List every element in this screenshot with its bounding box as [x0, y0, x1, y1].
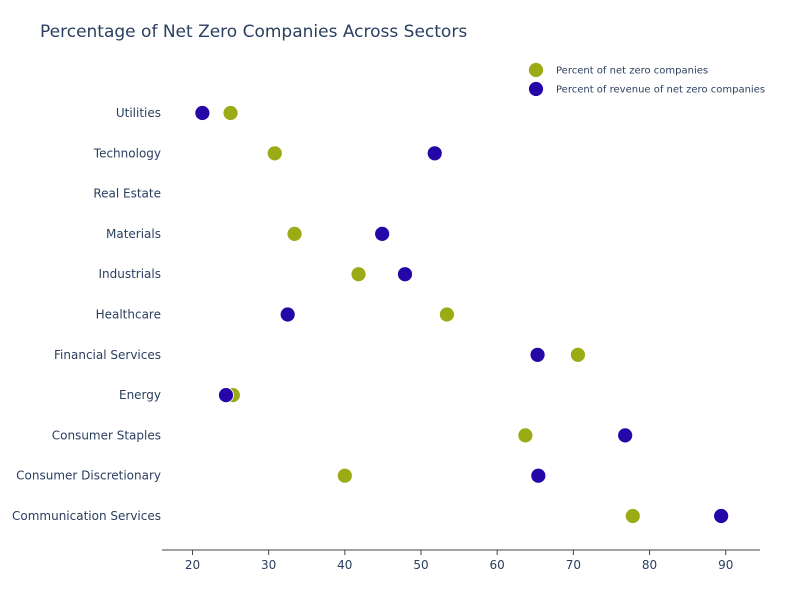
x-tick-label: 20	[185, 558, 200, 572]
legend: Percent of net zero companies Percent of …	[528, 62, 765, 97]
y-tick-label: Consumer Staples	[52, 428, 161, 442]
series-1-marker	[266, 145, 283, 162]
series-2-marker	[279, 306, 296, 323]
series-2-marker	[397, 266, 413, 283]
x-tick-label: 90	[718, 558, 733, 572]
legend-label: Percent of net zero companies	[556, 66, 708, 77]
x-axis: 20 30 40 50 60 70 80 90	[162, 549, 760, 572]
series-2-marker	[218, 387, 234, 404]
series-2-marker	[529, 346, 546, 363]
series-1-marker	[286, 225, 303, 242]
y-tick-label: Real Estate	[93, 187, 161, 201]
series-1-marker	[517, 427, 534, 444]
y-tick-label: Communication Services	[12, 509, 161, 523]
x-tick-label: 80	[642, 558, 657, 572]
x-tick-label: 40	[337, 558, 352, 572]
series-2-marker	[530, 467, 547, 484]
legend-label: Percent of revenue of net zero companies	[556, 85, 765, 96]
y-tick-label: Energy	[119, 388, 161, 402]
y-tick-label: Industrials	[98, 267, 161, 281]
series-1-marker	[222, 105, 239, 121]
series-1-marker	[570, 346, 586, 363]
y-tick-label: Healthcare	[96, 308, 161, 322]
legend-marker	[528, 81, 544, 97]
y-tick-label: Consumer Discretionary	[16, 469, 161, 483]
y-axis-labels: Utilities Technology Real Estate Materials I…	[12, 106, 161, 523]
x-tick-label: 70	[566, 558, 581, 572]
series-2-marker	[713, 508, 730, 524]
series-1-marker	[336, 467, 353, 484]
x-tick-label: 30	[261, 558, 276, 572]
plot-markers	[194, 105, 730, 524]
series-2-marker	[194, 105, 211, 121]
series-2-marker	[374, 225, 391, 242]
legend-marker	[528, 62, 544, 78]
series-1-marker	[624, 508, 641, 524]
series-1-marker	[350, 266, 367, 283]
y-tick-label: Financial Services	[54, 348, 161, 362]
series-2-marker	[617, 427, 634, 444]
chart-title: Percentage of Net Zero Companies Across …	[40, 22, 468, 42]
x-tick-label: 60	[490, 558, 505, 572]
series-2-marker	[426, 145, 443, 162]
y-tick-label: Materials	[106, 227, 161, 241]
y-tick-label: Technology	[93, 146, 161, 160]
series-1-marker	[439, 306, 455, 323]
y-tick-label: Utilities	[116, 106, 161, 120]
x-tick-label: 50	[413, 558, 428, 572]
